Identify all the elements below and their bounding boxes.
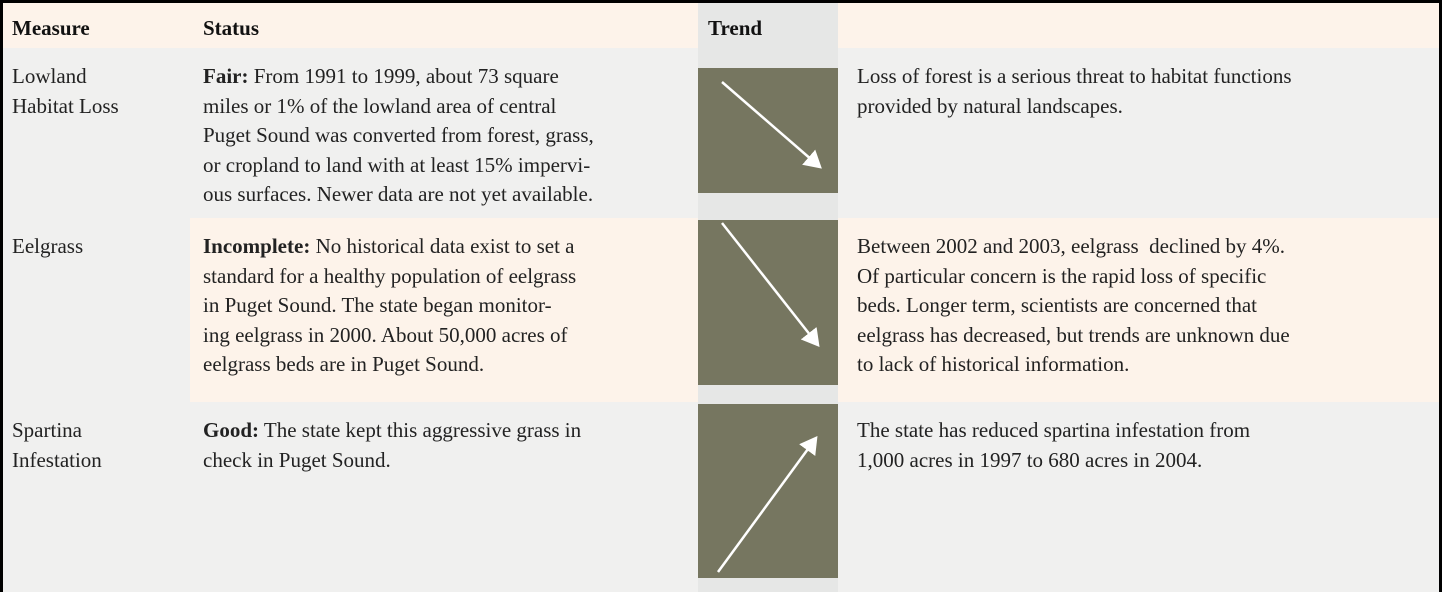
status-line: Incomplete: No historical data exist to … xyxy=(203,232,575,261)
measure-text: Lowland xyxy=(12,64,87,88)
status-label: Good: xyxy=(203,418,260,442)
status-bg xyxy=(190,402,698,592)
trend-box xyxy=(698,68,838,193)
status-bg xyxy=(190,48,698,218)
status-line: eelgrass beds are in Puget Sound. xyxy=(203,350,484,379)
status-bg xyxy=(190,218,698,402)
status-line: Puget Sound was converted from forest, g… xyxy=(203,121,594,150)
description-text: 1,000 acres in 1997 to 680 acres in 2004… xyxy=(857,447,1203,472)
status-text: or cropland to land with at least 15% im… xyxy=(203,152,591,177)
measure-col xyxy=(3,48,190,592)
description-text: to lack of historical information. xyxy=(857,352,1130,376)
status-line: or cropland to land with at least 15% im… xyxy=(203,151,590,180)
desc-bg xyxy=(838,48,1439,218)
trend-box xyxy=(698,404,838,578)
trend-box xyxy=(698,220,838,385)
status-text: check in Puget Sound. xyxy=(203,447,391,472)
status-line: in Puget Sound. The state began monitor- xyxy=(203,291,552,320)
status-line: Fair: From 1991 to 1999, about 73 square xyxy=(203,62,559,91)
description-text: Between 2002 and 2003, eelgrass declined… xyxy=(857,234,1286,258)
desc-bg xyxy=(838,218,1439,402)
status-text: eelgrass beds are in Puget Sound. xyxy=(203,352,485,376)
status-line: ous surfaces. Newer data are not yet ava… xyxy=(203,180,593,209)
status-text: standard for a healthy population of eel… xyxy=(203,263,577,288)
status-text: The state kept this aggressive grass in xyxy=(263,418,582,442)
status-line: Good: The state kept this aggressive gra… xyxy=(203,416,581,445)
status-text: From 1991 to 1999, about 73 square xyxy=(253,64,559,88)
status-text: ing eelgrass in 2000. About 50,000 acres… xyxy=(203,322,568,347)
status-line: check in Puget Sound. xyxy=(203,446,391,475)
description-text: Loss of forest is a serious threat to ha… xyxy=(857,64,1292,88)
measure-text: Infestation xyxy=(12,447,102,472)
status-text: miles or 1% of the lowland area of centr… xyxy=(203,93,557,118)
status-text: in Puget Sound. The state began monitor- xyxy=(203,293,552,317)
status-text: ous surfaces. Newer data are not yet ava… xyxy=(203,182,594,206)
status-label: Fair: xyxy=(203,64,249,88)
desc-bg xyxy=(838,402,1439,592)
status-line: standard for a healthy population of eel… xyxy=(203,262,576,291)
status-label: Incomplete: xyxy=(203,234,311,258)
trend-arrow-up xyxy=(716,435,818,573)
trend-arrow-down xyxy=(721,81,822,169)
status-text: Puget Sound was converted from forest, g… xyxy=(203,123,594,147)
description-text: The state has reduced spartina infestati… xyxy=(857,418,1251,442)
measure-text: Spartina xyxy=(12,418,82,442)
status-line: miles or 1% of the lowland area of centr… xyxy=(203,92,556,121)
description-text: beds. Longer term, scientists are concer… xyxy=(857,293,1258,317)
header-cell: Measure xyxy=(12,16,90,40)
description-text: provided by natural landscapes. xyxy=(857,93,1123,118)
status-text: No historical data exist to set a xyxy=(315,234,575,258)
header-cell: Trend xyxy=(708,16,763,40)
description-text: Of particular concern is the rapid loss … xyxy=(857,263,1267,288)
measure-text: Eelgrass xyxy=(12,234,84,258)
header-cell: Status xyxy=(203,16,260,40)
measure-text: Habitat Loss xyxy=(12,93,119,118)
trend-arrow-down xyxy=(721,222,820,347)
description-text: eelgrass has decreased, but trends are u… xyxy=(857,322,1290,347)
status-line: ing eelgrass in 2000. About 50,000 acres… xyxy=(203,321,568,350)
